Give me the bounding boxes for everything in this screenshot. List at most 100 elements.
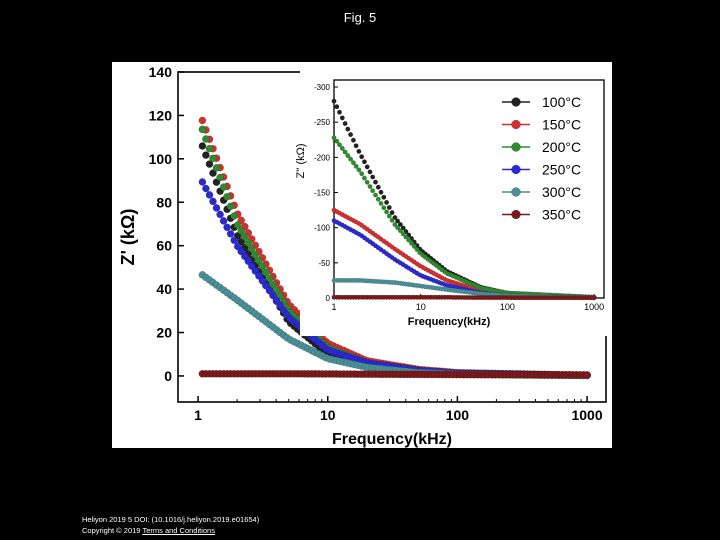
main-x-tick-label: 10	[320, 407, 336, 423]
inset-plot: 0 -50 -100 -150 -200 -250 -300 1 10 100 1000 Freque…	[295, 70, 612, 336]
main-data-point	[240, 232, 249, 241]
main-y-axis-label: Z' (kΩ)	[118, 209, 138, 266]
main-x-tick-label: 1	[194, 407, 202, 423]
inset-data-point	[348, 156, 354, 162]
main-data-point	[244, 238, 253, 247]
inset-data-point	[389, 217, 395, 223]
main-data-point	[202, 135, 210, 143]
main-data-point	[230, 236, 239, 245]
inset-data-point	[386, 204, 392, 210]
inset-data-point	[367, 169, 373, 175]
main-data-point	[198, 116, 207, 125]
inset-data-point	[392, 221, 398, 227]
copyright-text: Copyright © 2019	[82, 526, 141, 535]
main-data-point	[198, 178, 207, 186]
main-y-tick-label: 80	[156, 194, 172, 210]
main-y-tick-label: 20	[156, 325, 172, 341]
main-data-point	[216, 173, 224, 182]
inset-data-point	[356, 148, 362, 154]
main-data-point	[216, 210, 224, 219]
main-data-point	[230, 212, 239, 220]
inset-x-tick-label: 1000	[584, 302, 604, 312]
inset-x-axis-label: Frequency(kHz)	[408, 316, 491, 328]
main-data-point	[233, 221, 242, 229]
inset-data-point	[395, 225, 401, 231]
main-data-point	[209, 154, 217, 163]
inset-y-tick-label: -150	[314, 189, 331, 198]
inset-data-point	[336, 142, 342, 148]
inset-data-point	[375, 184, 381, 190]
main-y-tick-label: 100	[149, 151, 173, 167]
main-data-point	[251, 250, 260, 259]
inset-data-point	[375, 196, 381, 202]
inset-data-point	[342, 121, 348, 127]
figure-panel: 0 20 40 60 80 100 120 140 1 10 100 1000 Frequency(kH…	[112, 62, 612, 448]
terms-link[interactable]: Terms and Conditions	[142, 526, 215, 535]
inset-y-tick-label: -100	[314, 224, 331, 233]
inset-data-point	[397, 228, 403, 234]
inset-data-point	[356, 167, 362, 173]
main-data-point	[212, 164, 221, 172]
main-x-axis-label: Frequency(kHz)	[332, 431, 452, 448]
main-data-point	[226, 202, 235, 211]
legend-label: 150°C	[542, 117, 581, 133]
inset-data-point	[381, 205, 387, 211]
main-data-point	[223, 223, 231, 232]
inset-data-point	[384, 209, 390, 215]
inset-x-tick-label: 1	[331, 302, 336, 312]
main-data-point	[209, 169, 217, 177]
main-data-point	[237, 227, 246, 235]
inset-y-tick-label: -300	[314, 83, 331, 92]
legend-marker	[511, 164, 521, 175]
legend-label: 250°C	[542, 162, 581, 178]
slide-title: Fig. 5	[343, 10, 377, 25]
inset-data-point	[350, 160, 356, 166]
main-y-tick-label: 40	[156, 281, 172, 297]
citation-text: Heliyon 2019 5 DOI: (10.1016/j.heliyon.2…	[82, 515, 260, 524]
inset-data-point	[339, 115, 345, 121]
legend-label: 200°C	[542, 139, 581, 155]
inset-data-point	[359, 154, 365, 160]
inset-data-point	[414, 246, 420, 252]
legend-marker	[511, 209, 521, 220]
legend-label: 350°C	[542, 207, 581, 223]
inset-data-point	[364, 164, 370, 170]
main-data-point	[262, 268, 270, 277]
inset-data-point	[342, 149, 348, 155]
inset-data-point	[353, 163, 359, 169]
main-data-point	[269, 280, 277, 289]
inset-y-tick-label: -250	[314, 118, 331, 127]
inset-data-point	[331, 135, 337, 141]
legend-label: 300°C	[542, 184, 581, 200]
main-data-point	[202, 151, 210, 159]
main-series-350°C	[198, 369, 591, 379]
main-y-tick-label: 120	[149, 107, 173, 123]
inset-data-point	[403, 234, 409, 240]
legend-marker	[511, 97, 521, 107]
inset-data-point	[359, 171, 365, 177]
inset-data-point	[339, 145, 345, 151]
main-data-point	[205, 191, 214, 199]
main-data-point	[247, 244, 256, 253]
inset-data-point	[345, 126, 351, 132]
main-data-point	[255, 256, 263, 265]
footer: Heliyon 2019 5 DOI: (10.1016/j.heliyon.2…	[82, 514, 259, 536]
inset-data-point	[409, 240, 415, 246]
inset-data-point	[367, 183, 373, 189]
inset-data-point	[384, 199, 390, 205]
inset-data-point	[370, 188, 376, 194]
inset-data-point	[411, 243, 417, 249]
inset-y-tick-label: -200	[314, 153, 331, 162]
main-data-point	[219, 183, 228, 191]
legend: 100°C 150°C 200°C 250°C 300°C 350°C	[502, 94, 581, 223]
main-data-point	[219, 217, 228, 225]
inset-data-point	[331, 98, 337, 104]
inset-data-point	[336, 109, 342, 115]
inset-data-point	[334, 104, 340, 110]
main-data-point	[265, 274, 274, 283]
inset-data-point	[350, 137, 356, 143]
copyright-line: Copyright © 2019 Terms and Conditions	[82, 525, 259, 536]
inset-data-point	[361, 159, 367, 165]
